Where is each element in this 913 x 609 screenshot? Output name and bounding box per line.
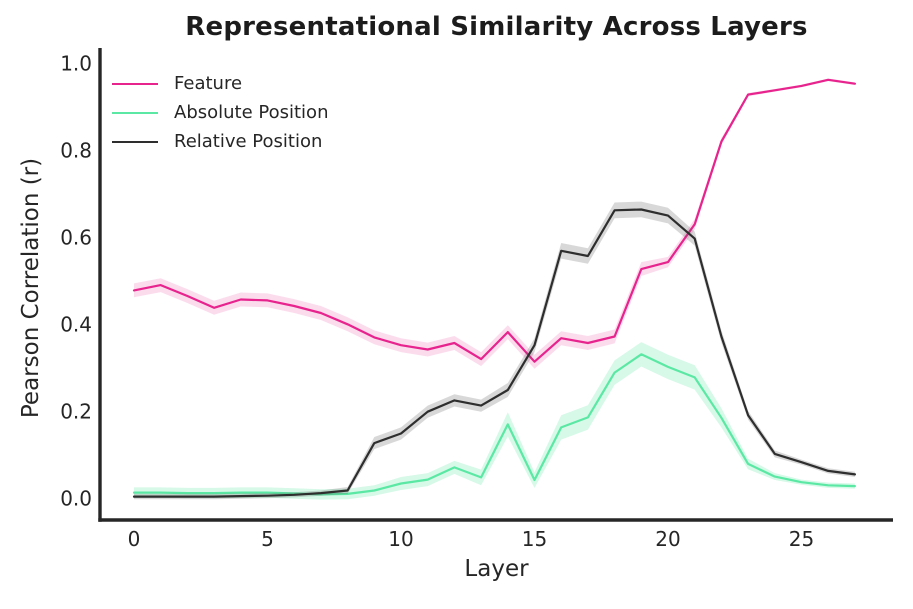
feature-line-icon [112,83,158,85]
legend-label-relative-position: Relative Position [174,131,323,152]
x-tick-label: 15 [522,527,547,551]
y-tick-label: 0.2 [60,399,92,423]
absolute-position-line [132,353,857,496]
y-tick-label: 0.4 [60,312,92,336]
y-tick-label: 1.0 [60,51,92,75]
x-tick-label: 0 [128,527,141,551]
relative-position-line [132,208,857,498]
y-tick-label: 0.8 [60,138,92,162]
legend: Feature Absolute Position Relative Posit… [112,73,328,153]
x-axis-label: Layer [464,556,529,582]
feature-line [132,78,857,363]
legend-item-feature: Feature [112,73,328,95]
x-tick-label: 10 [388,527,413,551]
chart-title: Representational Similarity Across Layer… [185,12,808,42]
x-tick-label: 25 [789,527,814,551]
x-tick-label: 20 [655,527,680,551]
legend-label-absolute-position: Absolute Position [174,102,329,123]
absolute-position-line-icon [112,112,158,114]
y-tick-label: 0.6 [60,225,92,249]
legend-item-absolute-position: Absolute Position [112,102,328,124]
relative-position-line-icon [112,141,158,143]
legend-item-relative-position: Relative Position [112,131,328,153]
y-tick-label: 0.0 [60,486,92,510]
x-tick-label: 5 [261,527,274,551]
absolute-position-band [134,342,855,500]
legend-label-feature: Feature [174,73,243,94]
